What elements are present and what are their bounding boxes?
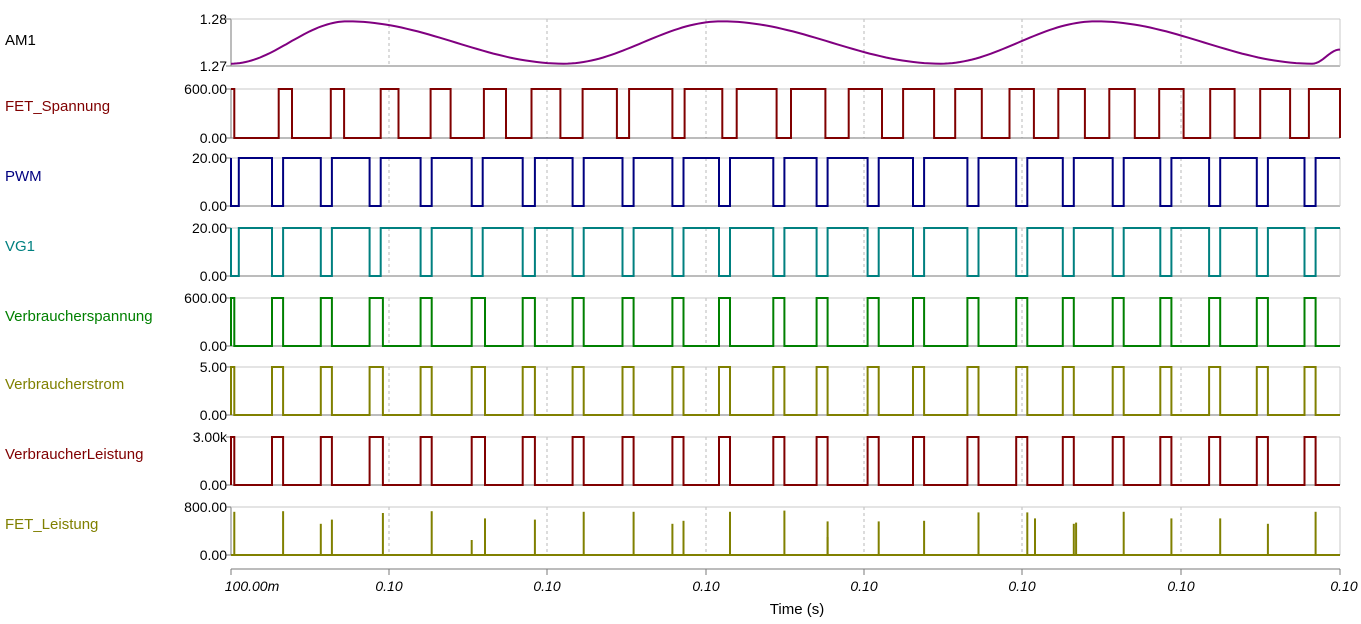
x-tick-label-8: 0.10 (1330, 578, 1357, 594)
ch-verbraucherleistung-ytick-min: 0.00 (200, 477, 227, 493)
ch-fet-leistung-ytick-min: 0.00 (200, 547, 227, 563)
ch-pwm-trace (230, 157, 1340, 207)
channel-traces (230, 20, 1341, 556)
ch-verbraucherleistung-ytick-max: 3.00k (193, 429, 228, 445)
ch-am1-trace (230, 20, 1341, 65)
ch-vg1-ytick-min: 0.00 (200, 268, 227, 284)
ch-verbraucherstrom-trace (230, 366, 1340, 416)
ch-verbraucherstrom-label: Verbraucherstrom (5, 376, 124, 393)
x-tick-label-6: 0.10 (1008, 578, 1035, 594)
ch-verbraucherspannung-trace (230, 297, 1340, 347)
ch-verbraucherstrom-ytick-min: 0.00 (200, 407, 227, 423)
ch-fet-spannung-ytick-max: 600.00 (184, 81, 227, 97)
ch-verbraucherstrom-ytick-max: 5.00 (200, 359, 227, 375)
ch-verbraucherleistung-label: VerbraucherLeistung (5, 446, 143, 463)
ch-am1-ytick-max: 1.28 (200, 11, 227, 27)
vertical-gridlines (388, 19, 1182, 555)
x-axis-title: Time (s) (770, 601, 824, 618)
x-tick-label-2: 0.10 (375, 578, 402, 594)
ch-fet-spannung-label: FET_Spannung (5, 98, 110, 115)
x-tick-label-4: 0.10 (692, 578, 719, 594)
ch-vg1-label: VG1 (5, 238, 35, 255)
ch-verbraucherleistung-trace (230, 436, 1340, 486)
x-tick-label-3: 0.10 (533, 578, 560, 594)
x-axis: 100.00m 0.10 0.10 0.10 0.10 0.10 0.10 0.10 (225, 568, 1358, 594)
channel-labels: AM1 1.28 1.27 FET_Spannung 600.00 0.00 PWM 20.0… (5, 11, 228, 563)
channel-frames (226, 18, 1341, 556)
ch-verbraucherspannung-ytick-max: 600.00 (184, 290, 227, 306)
ch-am1-label: AM1 (5, 32, 36, 49)
ch-fet-leistung-ytick-max: 800.00 (184, 499, 227, 515)
ch-verbraucherspannung-ytick-min: 0.00 (200, 338, 227, 354)
ch-am1-ytick-min: 1.27 (200, 58, 227, 74)
ch-pwm-ytick-min: 0.00 (200, 198, 227, 214)
x-tick-label-1: 100.00m (225, 578, 280, 594)
ch-vg1-ytick-max: 20.00 (192, 220, 227, 236)
ch-verbraucherspannung-label: Verbraucherspannung (5, 308, 153, 325)
ch-fet-spannung-trace (231, 88, 1341, 139)
ch-pwm-label: PWM (5, 168, 42, 185)
ch-pwm-ytick-max: 20.00 (192, 150, 227, 166)
x-tick-label-7: 0.10 (1167, 578, 1194, 594)
ch-vg1-trace (230, 227, 1340, 277)
ch-fet-leistung-label: FET_Leistung (5, 516, 98, 533)
x-tick-label-5: 0.10 (850, 578, 877, 594)
ch-fet-spannung-ytick-min: 0.00 (200, 130, 227, 146)
